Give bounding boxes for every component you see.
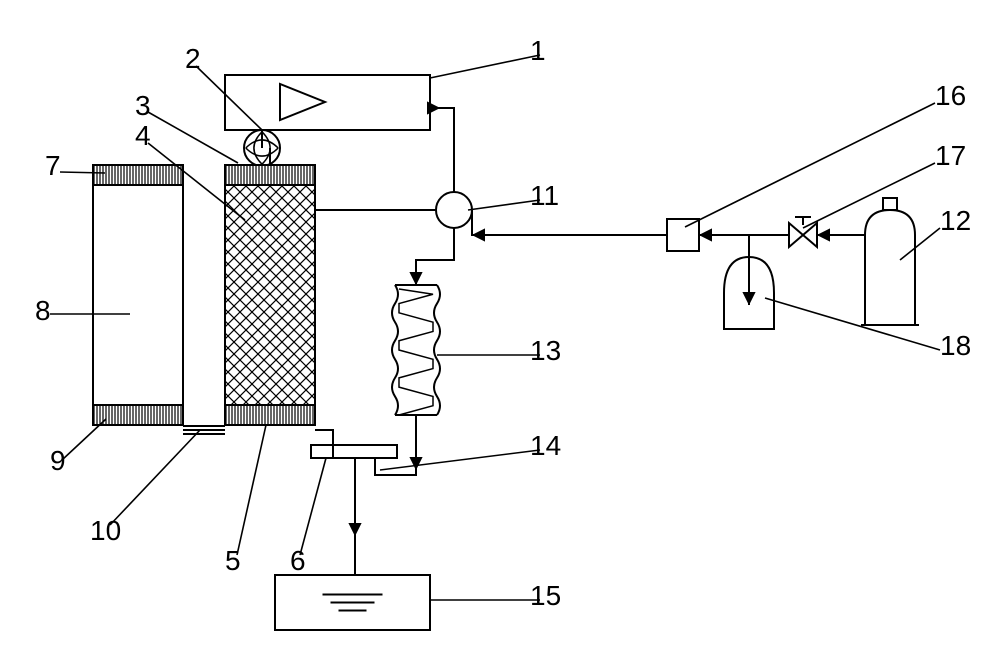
cylinder-12 [865, 210, 915, 325]
label-3: 3 [135, 90, 151, 121]
label-15: 15 [530, 580, 561, 611]
column-4-cap-bottom [225, 405, 315, 425]
schematic-diagram: 123456789101112131415161718 [0, 0, 1000, 656]
label-8: 8 [35, 295, 51, 326]
label-18: 18 [940, 330, 971, 361]
label-17: 17 [935, 140, 966, 171]
pipe [472, 210, 667, 235]
leader-7 [60, 172, 105, 173]
leader-1 [430, 55, 540, 78]
label-13: 13 [530, 335, 561, 366]
leader-9 [62, 419, 106, 460]
column-4-cap-top [225, 165, 315, 185]
label-10: 10 [90, 515, 121, 546]
leader-14 [380, 450, 540, 470]
label-2: 2 [185, 43, 201, 74]
label-16: 16 [935, 80, 966, 111]
pipe [430, 108, 454, 192]
box-1 [225, 75, 430, 130]
label-6: 6 [290, 545, 306, 576]
wavy-13-left [392, 285, 398, 415]
leader-10 [110, 430, 200, 525]
leader-5 [237, 425, 266, 555]
column-8-cap-bottom [93, 405, 183, 425]
label-7: 7 [45, 150, 61, 181]
column-4-body [225, 185, 315, 405]
label-5: 5 [225, 545, 241, 576]
label-4: 4 [135, 120, 151, 151]
label-12: 12 [940, 205, 971, 236]
label-11: 11 [530, 180, 559, 211]
pipe [416, 228, 454, 285]
label-1: 1 [530, 35, 546, 66]
label-14: 14 [530, 430, 561, 461]
circle-11 [436, 192, 472, 228]
label-9: 9 [50, 445, 66, 476]
column-8-cap-top [93, 165, 183, 185]
leader-6 [300, 458, 326, 555]
wavy-13-right [434, 285, 440, 415]
leader-12 [900, 228, 940, 260]
trap-box [311, 445, 397, 458]
box-16 [667, 219, 699, 251]
triangle-icon [280, 84, 325, 120]
column-8-body [93, 185, 183, 405]
